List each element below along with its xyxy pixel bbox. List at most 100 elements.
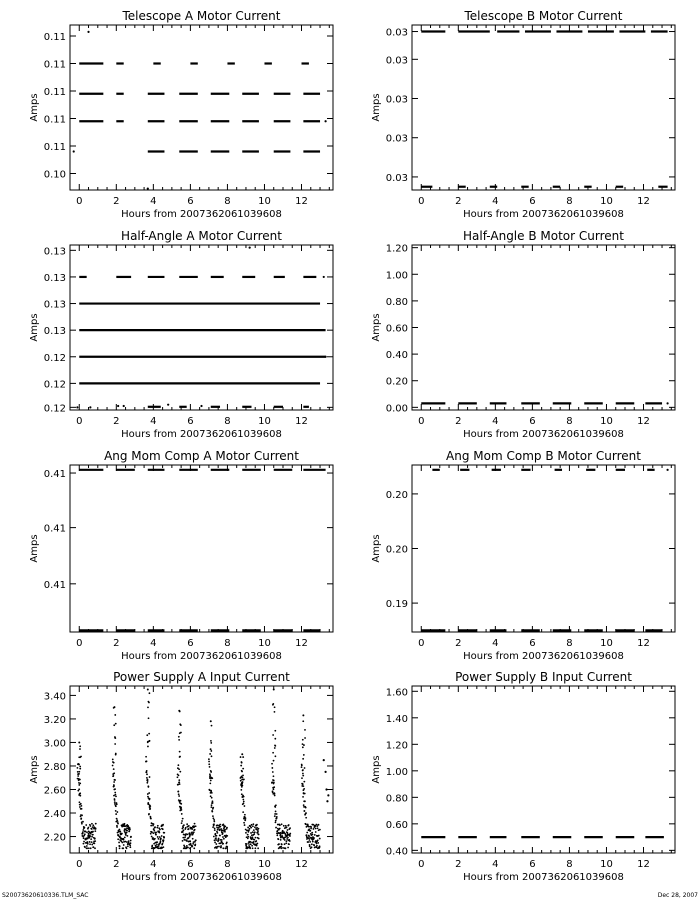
x-tick-label: 0 — [418, 859, 424, 870]
data-point — [79, 802, 82, 805]
data-point — [303, 810, 306, 812]
data-point — [251, 825, 254, 828]
data-point — [240, 793, 243, 796]
data-point — [80, 755, 82, 758]
data-point — [249, 840, 252, 843]
data-point — [256, 823, 258, 826]
data-point — [122, 847, 125, 850]
data-point — [79, 794, 82, 797]
y-tick-label: 2.80 — [44, 762, 66, 773]
data-point — [92, 824, 95, 827]
data-point — [280, 843, 283, 846]
data-point — [286, 838, 289, 840]
data-point — [191, 831, 193, 834]
y-axis-label: Amps — [371, 534, 382, 562]
data-point — [161, 828, 164, 831]
data-point — [286, 829, 289, 831]
data-point — [271, 781, 274, 784]
chart-7: Power Supply A Input Current Hours from 2… — [29, 670, 334, 883]
data-point — [308, 839, 311, 841]
data-point — [243, 813, 246, 816]
data-point — [124, 840, 127, 843]
x-axis-label: Hours from 2007362061039608 — [463, 209, 624, 220]
x-axis-label: Hours from 2007362061039608 — [463, 429, 624, 440]
data-point — [149, 805, 152, 808]
data-point — [216, 831, 219, 834]
data-point — [193, 822, 196, 825]
data-point — [145, 760, 148, 763]
y-tick-label: 0.12 — [44, 353, 66, 364]
data-point — [211, 777, 214, 780]
data-point — [125, 831, 128, 834]
data-point — [279, 824, 281, 827]
data-point — [280, 823, 283, 826]
data-point — [189, 840, 192, 843]
x-tick-label: 8 — [224, 859, 230, 870]
data-point — [126, 827, 128, 830]
data-point — [118, 841, 120, 844]
data-point — [146, 187, 149, 190]
data-point — [86, 847, 89, 850]
data-point — [252, 841, 255, 843]
data-point — [183, 845, 186, 848]
data-point — [276, 834, 279, 837]
data-point — [146, 773, 148, 776]
data-point — [87, 826, 90, 829]
data-point — [219, 842, 222, 845]
data-point — [242, 802, 245, 805]
data-point — [188, 832, 191, 835]
data-point — [303, 744, 305, 746]
data-point — [249, 825, 252, 828]
y-tick-label: 2.40 — [44, 809, 66, 820]
y-tick-label: 0.11 — [44, 115, 66, 126]
data-point — [115, 795, 117, 798]
data-point — [145, 755, 147, 758]
data-point — [192, 831, 195, 834]
data-point — [129, 842, 132, 845]
x-tick-label: 8 — [566, 196, 572, 207]
data-point — [80, 817, 83, 820]
data-point — [89, 835, 92, 837]
x-tick-label: 4 — [492, 638, 498, 649]
data-point — [178, 739, 181, 741]
data-point — [83, 840, 85, 843]
data-point — [212, 806, 215, 809]
data-point — [316, 844, 318, 847]
chart-2: Telescope B Motor Current Hours from 2007… — [371, 9, 676, 220]
data-point — [215, 847, 218, 849]
data-point — [128, 828, 131, 831]
y-tick-label: 0.20 — [386, 377, 408, 388]
data-point — [116, 821, 119, 823]
data-point — [272, 759, 275, 762]
data-point — [112, 761, 115, 764]
data-point — [213, 827, 216, 830]
data-point — [183, 824, 185, 827]
plot-frame — [69, 24, 334, 191]
data-point — [279, 838, 282, 841]
data-point — [87, 30, 90, 33]
y-tick-label: 1.20 — [386, 740, 408, 751]
data-point — [128, 827, 131, 830]
data-point — [226, 834, 229, 837]
data-point — [159, 828, 161, 831]
data-point — [213, 829, 216, 831]
data-point — [191, 837, 194, 840]
data-point — [280, 847, 283, 850]
data-point — [113, 772, 116, 775]
data-point — [288, 840, 291, 842]
data-point — [272, 779, 275, 782]
data-point — [152, 837, 155, 840]
data-point — [150, 824, 153, 827]
data-point — [213, 818, 216, 821]
data-point — [83, 826, 86, 829]
data-point — [177, 774, 180, 777]
data-point — [274, 804, 277, 807]
data-point — [113, 781, 116, 783]
data-point — [210, 755, 213, 758]
data-point — [303, 780, 306, 783]
x-tick-label: 0 — [418, 196, 424, 207]
data-point — [288, 843, 290, 846]
data-point — [240, 782, 243, 785]
data-point — [148, 797, 151, 800]
data-point — [214, 841, 216, 844]
